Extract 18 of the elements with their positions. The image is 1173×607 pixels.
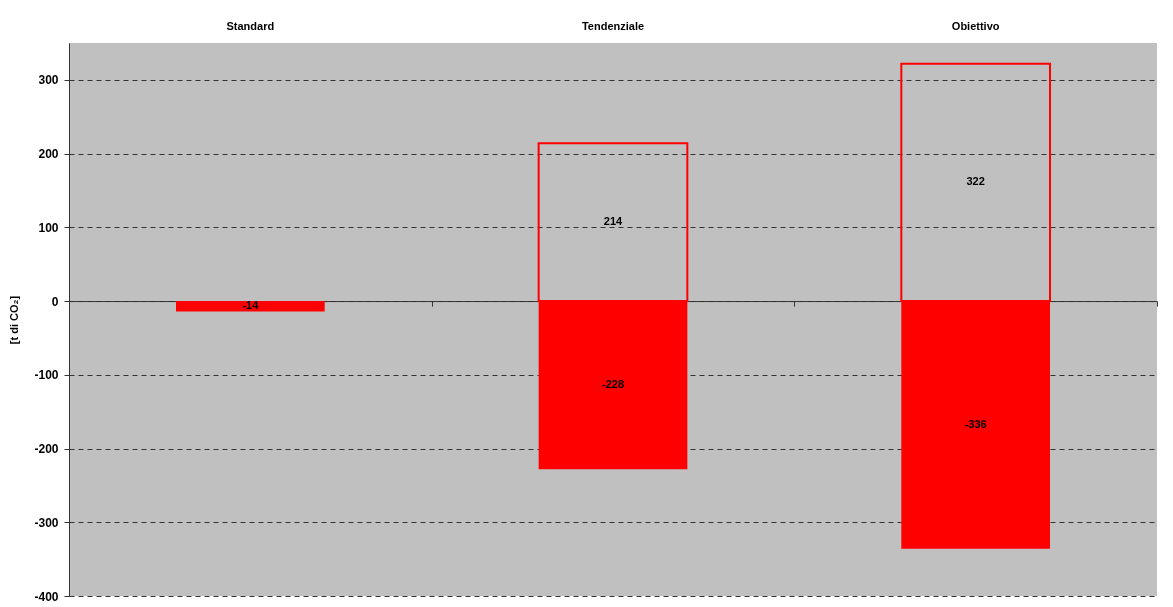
y-tick-label: -100 (34, 368, 59, 383)
data-label: 214 (603, 215, 624, 228)
data-label: -14 (242, 299, 260, 312)
y-tick-label: 200 (38, 147, 59, 162)
x-tick-label: Tendenziale (581, 19, 645, 32)
data-label: -228 (601, 378, 625, 391)
y-tick-label: -300 (34, 515, 59, 530)
y-tick-label: -200 (34, 442, 59, 457)
y-tick-label: 0 (51, 294, 59, 309)
data-label: -336 (964, 417, 987, 430)
y-axis-title: [t di CO₂] (8, 295, 21, 345)
bar (175, 301, 325, 312)
x-tick-label: Obiettivo (951, 19, 1000, 32)
y-tick-label: 100 (38, 220, 59, 235)
x-tick-label: Standard (226, 19, 275, 32)
y-tick-label: 300 (38, 73, 59, 88)
data-label: 322 (966, 175, 985, 188)
y-tick-label: -400 (34, 589, 59, 604)
